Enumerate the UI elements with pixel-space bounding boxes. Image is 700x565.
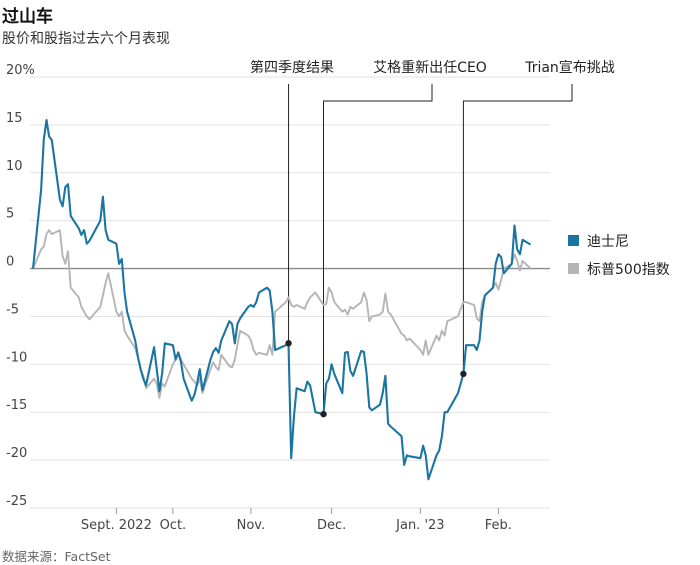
annotation-label: 艾格重新出任CEO	[373, 60, 487, 76]
y-tick-label: 0	[6, 255, 14, 270]
y-tick-label: -5	[6, 302, 19, 317]
legend-label: 标普500指数	[587, 262, 670, 278]
y-tick-label: -10	[6, 350, 27, 365]
annotation-leader	[323, 84, 433, 415]
series-lines	[31, 119, 532, 481]
annotation-marker	[460, 370, 467, 378]
x-axis-ticks: Sept. 2022 Oct. Nov. Dec. Jan. '23 Feb.	[81, 508, 512, 533]
annotation-leader	[462, 84, 573, 374]
annotation-label: 第四季度结果	[250, 59, 334, 76]
y-tick-label: -20	[6, 446, 27, 461]
series-line	[32, 229, 532, 399]
y-tick-label: 20%	[6, 63, 35, 78]
x-tick-label: Dec.	[317, 518, 346, 533]
y-tick-label: 15	[6, 111, 23, 126]
y-tick-label: -25	[6, 494, 27, 509]
y-tick-label: 5	[6, 207, 14, 222]
x-tick-label: Oct.	[160, 518, 187, 533]
annotation-marker	[285, 340, 292, 347]
chart-subtitle: 股价和股指过去六个月表现	[2, 31, 170, 47]
source-note: 数据来源：FactSet	[2, 549, 111, 564]
series-line	[31, 119, 532, 481]
legend-swatch	[568, 263, 579, 274]
x-tick-label: Jan. '23	[395, 518, 444, 533]
annotation-label: Trian宣布挑战	[524, 60, 615, 76]
y-axis-ticks: 20% 15 10 5 0 -5 -10 -15 -20 -25	[6, 63, 35, 509]
y-tick-label: -15	[6, 398, 27, 413]
x-tick-label: Feb.	[485, 518, 512, 533]
x-tick-label: Sept. 2022	[81, 518, 152, 533]
y-tick-label: 10	[6, 159, 23, 174]
chart-title: 过山车	[2, 7, 53, 27]
x-tick-label: Nov.	[237, 518, 266, 533]
annotation-labels: 第四季度结果 艾格重新出任CEO Trian宣布挑战	[250, 59, 615, 76]
legend-swatch	[568, 235, 579, 246]
annotation-marker	[320, 410, 327, 418]
line-chart: 20% 15 10 5 0 -5 -10 -15 -20 -25 Sept. 2022 Oct. No…	[6, 59, 670, 533]
annotation-markers	[285, 340, 467, 418]
legend-label: 迪士尼	[587, 234, 629, 250]
